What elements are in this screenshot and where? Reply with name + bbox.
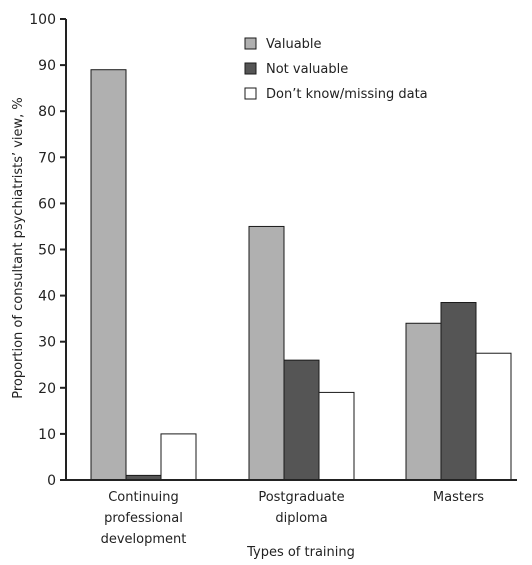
legend: Valuable Not valuable Don’t know/missing d… bbox=[244, 37, 428, 102]
y-tick-label: 30 bbox=[38, 335, 56, 351]
y-axis-title: Proportion of consultant psychiatrists’ … bbox=[11, 97, 26, 399]
legend-label: Not valuable bbox=[266, 62, 348, 77]
x-category-label: development bbox=[101, 532, 187, 547]
y-tick-label: 80 bbox=[38, 104, 56, 120]
y-tick-label: 40 bbox=[38, 289, 56, 305]
x-category-labels: Continuing professional development Postgra… bbox=[101, 490, 485, 547]
y-ticks: 0 10 20 30 40 50 60 70 80 90 100 bbox=[29, 12, 66, 489]
bar-valuable bbox=[90, 69, 127, 481]
legend-swatch bbox=[244, 37, 257, 50]
bar-don-t-know-missing-data bbox=[160, 433, 197, 481]
y-tick-label: 70 bbox=[38, 150, 56, 166]
legend-label: Don’t know/missing data bbox=[266, 87, 428, 102]
x-category-label: Continuing bbox=[108, 490, 179, 505]
y-tick-label: 90 bbox=[38, 58, 56, 74]
x-category-label: professional bbox=[104, 511, 183, 526]
x-axis-title: Types of training bbox=[246, 545, 355, 560]
y-tick-label: 60 bbox=[38, 196, 56, 212]
bar-not-valuable bbox=[440, 302, 477, 481]
bar-don-t-know-missing-data bbox=[318, 391, 355, 481]
bars-layer bbox=[90, 69, 512, 481]
y-tick-label: 100 bbox=[29, 12, 56, 28]
x-category-label: Postgraduate bbox=[258, 490, 344, 505]
bar-don-t-know-missing-data bbox=[475, 352, 512, 481]
y-tick-label: 10 bbox=[38, 427, 56, 443]
y-tick-label: 50 bbox=[38, 243, 56, 259]
bar-valuable bbox=[405, 322, 442, 481]
bar-not-valuable bbox=[283, 359, 320, 481]
y-tick-label: 0 bbox=[47, 473, 56, 489]
bar-valuable bbox=[248, 225, 285, 481]
x-category-label: Masters bbox=[433, 490, 484, 505]
legend-swatch bbox=[244, 87, 257, 100]
legend-swatch bbox=[244, 62, 257, 75]
x-category-label: diploma bbox=[275, 511, 327, 526]
legend-label: Valuable bbox=[266, 37, 322, 52]
y-tick-label: 20 bbox=[38, 381, 56, 397]
